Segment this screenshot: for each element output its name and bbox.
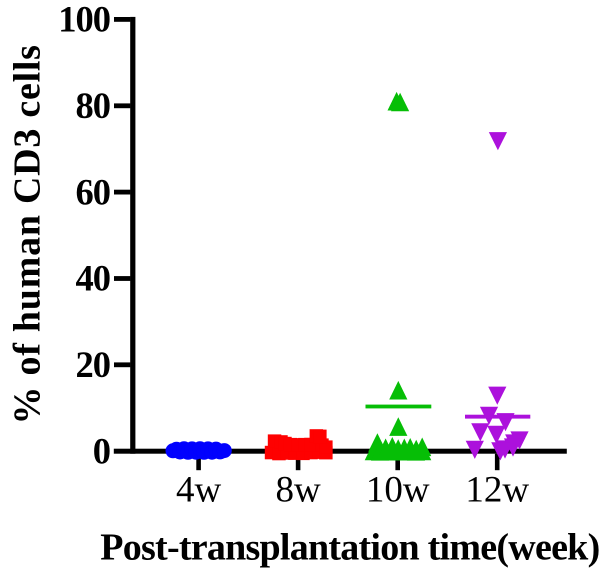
svg-text:Post-transplantation time(week: Post-transplantation time(week) bbox=[100, 526, 599, 568]
svg-text:4w: 4w bbox=[176, 469, 222, 510]
svg-text:% of human CD3 cells: % of human CD3 cells bbox=[6, 44, 48, 424]
svg-text:40: 40 bbox=[76, 258, 111, 299]
svg-text:60: 60 bbox=[76, 171, 111, 212]
svg-text:0: 0 bbox=[93, 430, 110, 471]
svg-text:8w: 8w bbox=[275, 469, 321, 510]
svg-text:12w: 12w bbox=[465, 469, 529, 510]
svg-text:10w: 10w bbox=[366, 469, 430, 510]
svg-text:80: 80 bbox=[76, 85, 111, 126]
svg-text:20: 20 bbox=[76, 344, 111, 385]
svg-text:100: 100 bbox=[58, 0, 110, 40]
